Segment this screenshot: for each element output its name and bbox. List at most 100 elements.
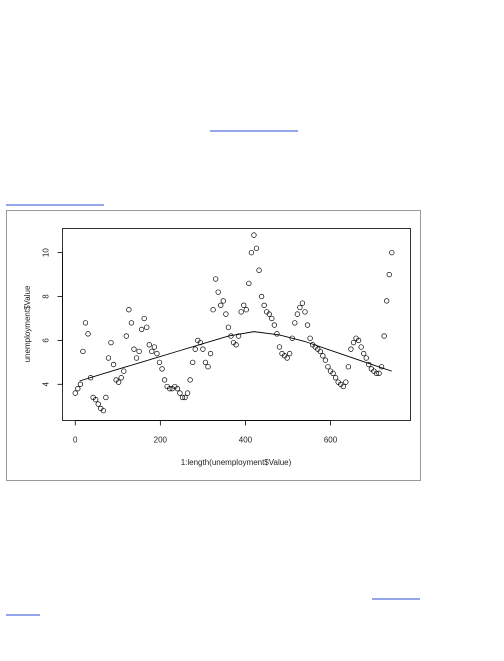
point <box>348 346 354 352</box>
point <box>304 322 311 328</box>
point <box>258 293 265 300</box>
image-frame <box>6 210 421 481</box>
point <box>154 350 160 357</box>
point <box>238 309 244 315</box>
point <box>95 401 101 407</box>
point <box>233 342 239 348</box>
point <box>251 232 257 238</box>
point <box>225 324 232 330</box>
point <box>108 339 114 346</box>
point <box>235 333 242 339</box>
point <box>110 361 117 368</box>
point <box>146 342 152 348</box>
point <box>343 379 349 385</box>
point <box>284 355 290 361</box>
point <box>287 350 293 357</box>
point <box>297 304 303 311</box>
point <box>126 307 132 313</box>
point <box>144 324 150 330</box>
x-tick-label: 600 <box>324 436 338 445</box>
point <box>72 390 78 396</box>
point <box>289 335 295 341</box>
point <box>187 377 193 383</box>
point <box>320 353 326 359</box>
point <box>200 346 206 352</box>
point <box>355 337 362 344</box>
point <box>317 348 323 355</box>
point <box>299 300 306 306</box>
x-tick-label: 400 <box>239 436 253 445</box>
point <box>136 348 142 355</box>
point <box>274 331 280 337</box>
point <box>149 348 155 355</box>
point <box>156 359 163 366</box>
point <box>292 320 298 326</box>
point <box>184 390 191 396</box>
point <box>241 302 247 308</box>
point <box>177 390 183 396</box>
point <box>141 315 147 322</box>
point <box>302 309 308 315</box>
y-tick-label: 10 <box>42 248 51 257</box>
point <box>131 346 137 352</box>
point <box>363 355 369 361</box>
point <box>82 320 89 326</box>
point <box>361 350 367 357</box>
point <box>384 298 390 304</box>
point <box>138 326 145 333</box>
point <box>389 249 395 256</box>
x-tick-label: 200 <box>154 436 168 445</box>
point <box>210 307 216 313</box>
point <box>167 386 173 392</box>
point <box>373 370 380 376</box>
point <box>269 315 275 322</box>
point <box>121 368 127 374</box>
point <box>159 366 165 372</box>
point <box>220 298 226 304</box>
point <box>332 375 339 381</box>
point <box>205 364 211 370</box>
point <box>350 339 357 346</box>
smooth-line <box>79 331 392 382</box>
point <box>174 386 181 392</box>
point <box>77 381 84 387</box>
point <box>213 276 219 282</box>
point <box>75 386 81 392</box>
y-tick-label: 6 <box>42 338 51 343</box>
point <box>248 249 255 256</box>
point <box>123 333 129 339</box>
point <box>80 348 86 355</box>
point <box>118 375 124 381</box>
point <box>307 335 313 341</box>
x-axis-label: 1:length(unemployment$Value) <box>181 458 292 467</box>
point <box>93 397 99 403</box>
point <box>190 359 196 366</box>
y-tick-label: 4 <box>42 382 51 387</box>
point <box>276 344 283 350</box>
y-tick-label: 8 <box>42 294 51 299</box>
point <box>256 267 262 273</box>
point <box>253 245 260 251</box>
point <box>179 394 186 401</box>
point <box>151 344 158 350</box>
point <box>85 331 91 337</box>
point <box>161 377 168 383</box>
point <box>218 302 224 308</box>
point <box>271 322 278 328</box>
point <box>243 307 249 313</box>
point <box>103 394 109 401</box>
point <box>330 370 336 376</box>
point <box>340 383 346 390</box>
point <box>105 355 112 361</box>
point <box>246 280 252 287</box>
point <box>386 271 392 278</box>
x-tick-label: 0 <box>73 436 78 445</box>
point <box>294 311 300 317</box>
point <box>322 357 329 363</box>
point <box>376 370 382 376</box>
point <box>207 350 214 357</box>
point <box>87 375 94 381</box>
point <box>381 333 387 339</box>
